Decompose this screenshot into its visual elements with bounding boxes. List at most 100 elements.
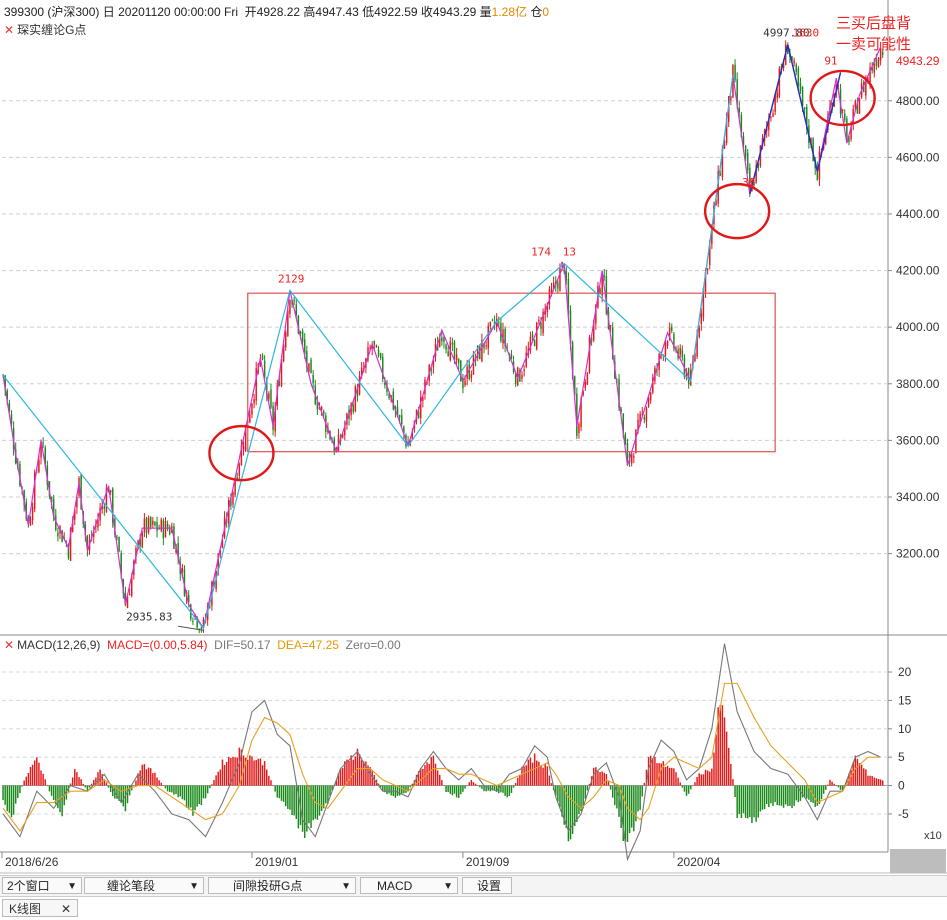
macd-histogram-bar (681, 785, 684, 788)
macd-histogram-bar (559, 785, 561, 808)
close-tab-icon[interactable]: ✕ (60, 902, 71, 916)
macd-histogram-bar (778, 785, 781, 806)
macd-histogram-bar (204, 785, 207, 799)
candle-body (717, 171, 719, 204)
macd-histogram-bar (869, 775, 871, 786)
amount-value: 1.28亿 (491, 5, 528, 19)
macd-histogram-bar (190, 785, 192, 808)
candle-body (489, 321, 492, 327)
candle-body (601, 277, 603, 296)
macd-histogram-bar (588, 783, 591, 786)
candle-body (200, 627, 203, 630)
candle-body (57, 532, 59, 537)
macd-histogram-bar (660, 763, 662, 786)
macd-tick-label: 0 (898, 779, 905, 793)
stroke-type-label: 缠论笔段 (107, 879, 156, 893)
candle-body (29, 519, 32, 526)
price-tick-label: 3600.00 (896, 433, 940, 447)
macd-histogram-bar (614, 785, 616, 806)
candle-body (595, 304, 597, 324)
candle-body (590, 338, 593, 342)
macd-histogram-bar (52, 785, 55, 801)
research-select[interactable]: 间隙投研G点 ▼ (208, 877, 356, 894)
macd-histogram-bar (820, 785, 823, 800)
window-count-select[interactable]: 2个窗口 ▼ (2, 877, 82, 894)
candle-body (730, 96, 732, 100)
candle-body (685, 371, 688, 379)
macd-histogram-bar (217, 771, 219, 786)
indicator-select[interactable]: MACD ▼ (360, 877, 458, 894)
close-indicator-icon[interactable]: ✕ (4, 23, 15, 37)
stroke-type-select[interactable]: 缠论笔段 ▼ (84, 877, 204, 894)
candle-body (550, 288, 553, 294)
macd-histogram-bar (291, 785, 293, 815)
macd-histogram-bar (704, 769, 707, 786)
macd-histogram-bar (196, 785, 198, 807)
candle-body (93, 531, 95, 537)
macd-histogram-bar (827, 784, 829, 786)
macd-histogram-bar (215, 775, 217, 786)
candle-body (770, 117, 772, 119)
segment-line (2, 75, 734, 630)
macd-histogram-bar (481, 785, 483, 789)
macd-histogram-bar (251, 756, 253, 786)
macd-histogram-bar (725, 731, 728, 786)
candle-body (234, 481, 236, 496)
macd-histogram-bar (774, 785, 776, 803)
macd-histogram-bar (352, 759, 354, 786)
candle-body (266, 379, 268, 395)
macd-histogram-bar (432, 755, 435, 786)
macd-histogram-bar (487, 785, 489, 791)
macd-histogram-bar (468, 782, 470, 786)
tab-kline[interactable]: K线图 ✕ (2, 899, 78, 917)
settings-button[interactable]: 设置 (462, 877, 512, 894)
macd-histogram-bar (544, 764, 546, 786)
candle-body (316, 401, 319, 410)
candle-body (255, 368, 257, 401)
candle-body (371, 344, 373, 349)
candle-body (335, 448, 338, 450)
candle-body (312, 374, 314, 383)
close-macd-icon[interactable]: ✕ (4, 638, 15, 652)
macd-histogram-bar (867, 775, 869, 786)
candle-body (162, 520, 165, 539)
candle-body (825, 134, 827, 144)
candle-body (736, 79, 738, 106)
macd-histogram-bar (200, 785, 203, 806)
macd-histogram-bar (696, 776, 698, 786)
candle-body (103, 506, 106, 509)
candle-body (493, 321, 496, 325)
candle-body (542, 311, 544, 334)
hold-value: 0 (542, 5, 550, 19)
pivot-box (247, 292, 776, 453)
macd-histogram-bar (160, 782, 163, 786)
macd-histogram-bar (803, 785, 806, 798)
macd-histogram-bar (278, 785, 281, 799)
candle-body (702, 288, 705, 318)
macd-histogram-bar (69, 783, 72, 786)
date-tick-label: 2018/6/26 (5, 855, 59, 869)
macd-histogram-bar (595, 767, 597, 786)
macd-histogram-bar (48, 785, 51, 792)
candle-body (744, 145, 747, 156)
candle-body (521, 374, 523, 379)
macd-histogram-bar (603, 772, 606, 786)
macd-histogram-bar (757, 785, 760, 818)
macd-histogram-bar (316, 785, 319, 820)
macd-histogram-bar (833, 783, 835, 786)
macd-histogram-bar (211, 784, 213, 786)
candle-body (871, 67, 873, 71)
candle-body (734, 64, 736, 80)
macd-histogram-bar (578, 785, 580, 815)
macd-histogram-bar (483, 785, 485, 792)
macd-histogram-bar (493, 785, 496, 791)
macd-histogram-bar (236, 757, 238, 786)
macd-histogram-bar (363, 761, 365, 786)
macd-histogram-bar (582, 785, 584, 809)
macd-histogram-bar (428, 763, 430, 786)
macd-histogram-bar (793, 785, 795, 806)
macd-histogram-bar (523, 766, 525, 786)
candle-body (4, 375, 6, 390)
